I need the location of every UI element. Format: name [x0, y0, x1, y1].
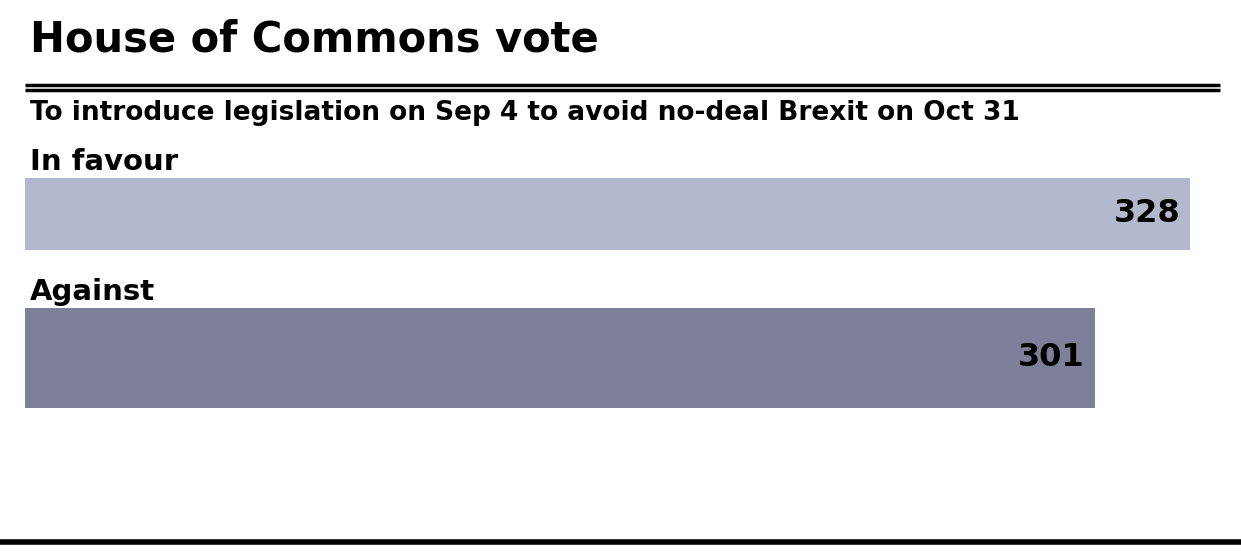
Text: 301: 301: [1018, 342, 1085, 374]
Text: Against: Against: [30, 278, 155, 306]
Bar: [25, 178, 1190, 250]
Text: To introduce legislation on Sep 4 to avoid no-deal Brexit on Oct 31: To introduce legislation on Sep 4 to avo…: [30, 100, 1020, 126]
Text: House of Commons vote: House of Commons vote: [30, 18, 598, 60]
Text: In favour: In favour: [30, 148, 179, 176]
Bar: [25, 308, 1095, 408]
Text: 328: 328: [1113, 198, 1180, 230]
